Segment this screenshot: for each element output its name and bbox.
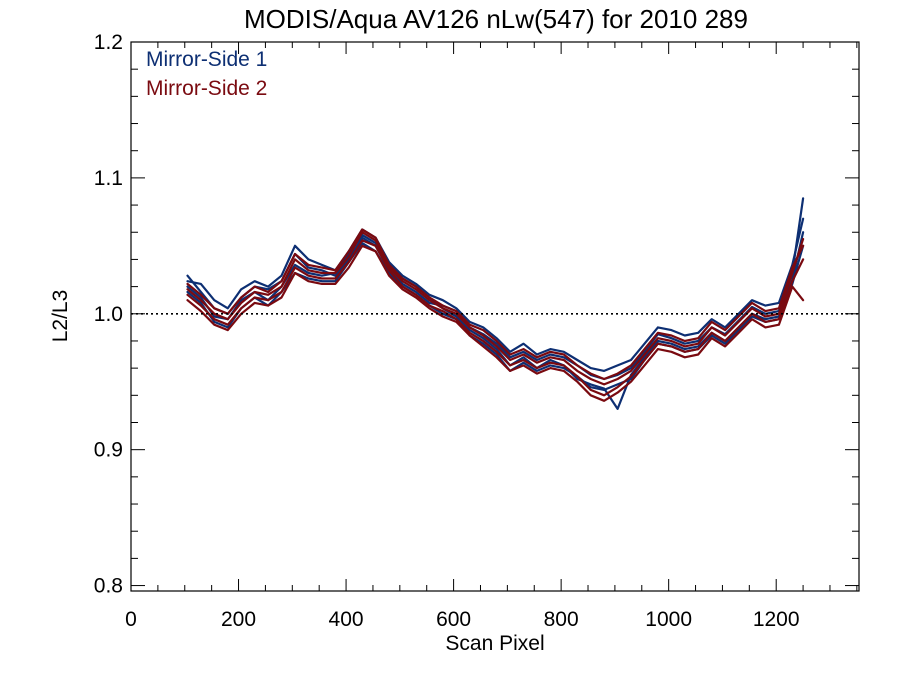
y-tick-labels: 0.8 0.9 1.0 1.1 1.2 — [94, 31, 123, 598]
x-tick-labels: 0 200 400 600 800 1000 1200 — [125, 608, 799, 631]
series-2 — [186, 228, 805, 402]
y-tick-label: 1.1 — [94, 167, 123, 190]
chart-title: MODIS/Aqua AV126 nLw(547) for 2010 289 — [244, 4, 748, 34]
x-tick-label: 800 — [544, 608, 579, 631]
y-tick-label: 1.2 — [94, 31, 123, 54]
series-1-line-3 — [186, 217, 805, 372]
series-1-line-2 — [186, 231, 805, 410]
y-tick-label: 1.0 — [94, 303, 123, 326]
legend-label-mirror-side-2: Mirror-Side 2 — [146, 77, 267, 100]
y-tick-label: 0.8 — [94, 575, 123, 598]
series-1-line-4 — [186, 242, 805, 391]
x-axis-label: Scan Pixel — [445, 632, 544, 655]
x-tick-label: 1000 — [645, 608, 692, 631]
plot-content — [186, 197, 805, 410]
x-tick-label: 0 — [125, 608, 137, 631]
legend-label-mirror-side-1: Mirror-Side 1 — [146, 48, 267, 71]
y-tick-label: 0.9 — [94, 439, 123, 462]
series-2-line-3 — [186, 228, 805, 381]
axis-ticks — [130, 41, 859, 591]
plot-frame — [130, 41, 860, 592]
series-2-line-4 — [186, 244, 805, 402]
series-2-line-2 — [186, 239, 805, 397]
x-tick-label: 600 — [436, 608, 471, 631]
x-tick-label: 1200 — [753, 608, 800, 631]
y-axis-label: L2/L3 — [49, 290, 72, 343]
x-tick-label: 400 — [329, 608, 364, 631]
series-2-line-1 — [186, 231, 805, 386]
x-tick-label: 200 — [221, 608, 256, 631]
series-1 — [186, 197, 805, 410]
